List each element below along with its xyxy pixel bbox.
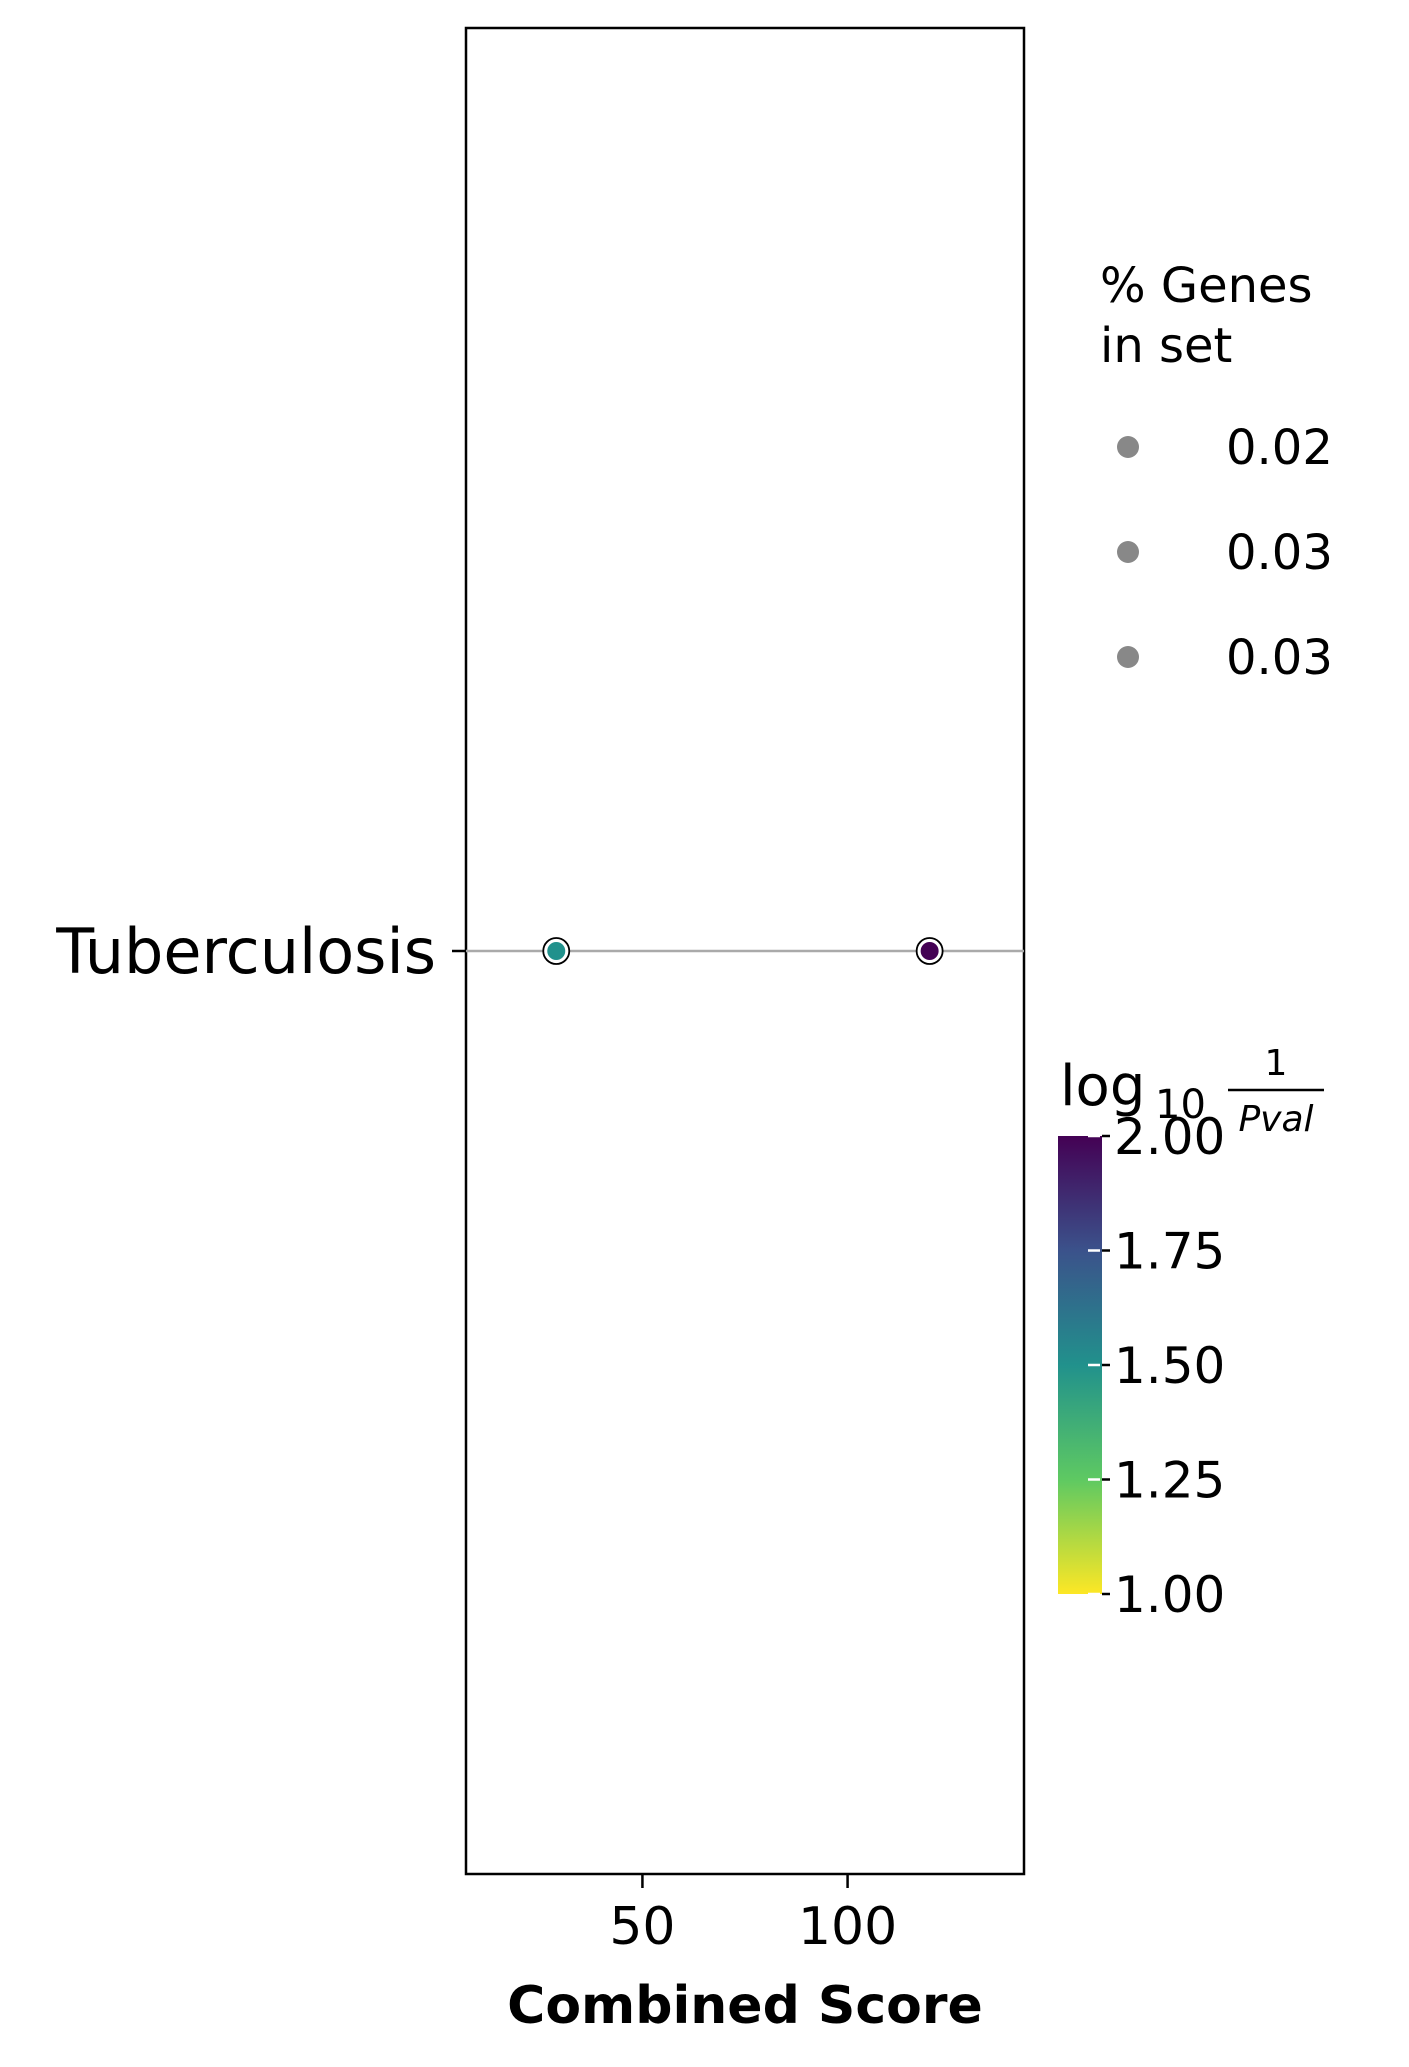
x-tick-label: 50 [609, 1897, 675, 1957]
colorbar-tick-label: 2.00 [1114, 1108, 1225, 1166]
x-tick-label: 100 [798, 1897, 897, 1957]
size-legend-marker [1117, 436, 1139, 458]
data-points [542, 937, 944, 965]
size-legend-marker [1117, 541, 1139, 563]
size-legend-label: 0.02 [1226, 420, 1333, 476]
size-legend-title-line2: in set [1100, 318, 1232, 374]
colorbar-tick-label: 1.50 [1114, 1337, 1225, 1395]
colorbar-title-main: log [1060, 1054, 1145, 1119]
colorbar-title-subscript: 10 [1155, 1082, 1206, 1128]
y-axis: Tuberculosis [55, 915, 466, 988]
x-axis: 50 100 [609, 1874, 897, 1957]
y-tick-label: Tuberculosis [55, 915, 436, 988]
colorbar-tick-label: 1.75 [1114, 1223, 1225, 1281]
colorbar-title-denominator: Pval [1238, 1099, 1313, 1140]
size-legend-title-line1: % Genes [1100, 258, 1313, 314]
colorbar-tick-label: 1.00 [1114, 1566, 1225, 1624]
data-point [547, 942, 566, 960]
size-legend: % Genes in set 0.02 0.03 0.03 [1100, 258, 1333, 686]
colorbar-title-numerator: 1 [1265, 1043, 1288, 1084]
size-legend-marker [1117, 646, 1139, 668]
x-axis-label: Combined Score [507, 1976, 983, 2036]
colorbar-tick-label: 1.25 [1114, 1452, 1225, 1510]
data-point [920, 942, 939, 960]
colorbar: log 10 1 Pval 1.00 1.25 1.50 1.75 2.00 [1058, 1043, 1324, 1624]
size-legend-label: 0.03 [1226, 630, 1333, 686]
size-legend-label: 0.03 [1226, 525, 1333, 581]
